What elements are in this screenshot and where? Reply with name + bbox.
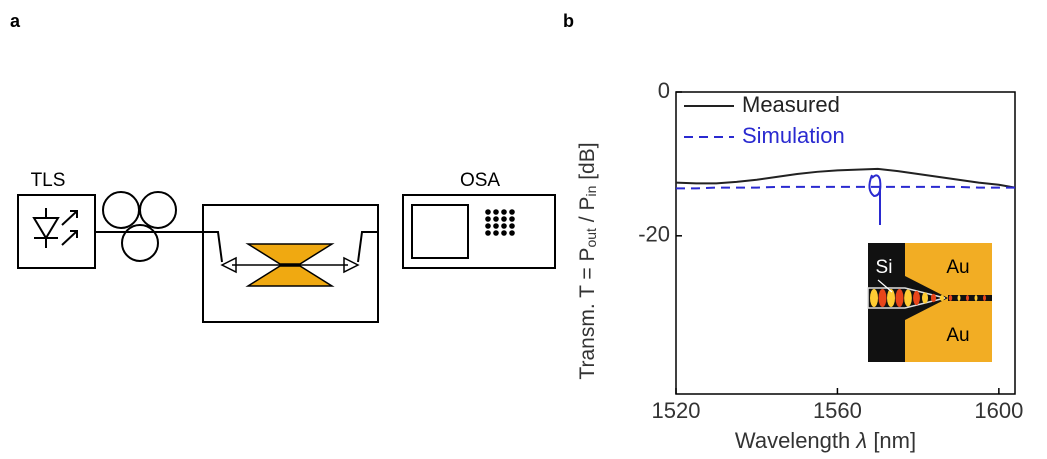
dot (493, 209, 499, 215)
field-spot (957, 295, 961, 301)
marker-scribble (868, 174, 882, 225)
osa-screen (411, 204, 469, 259)
osa-label: OSA (460, 170, 500, 191)
osa-box (402, 194, 556, 269)
tls-box (17, 194, 96, 269)
inset-wire (948, 295, 992, 301)
dot (485, 209, 491, 215)
field-spot (878, 289, 887, 307)
y-label-part: Transm. T = P (576, 248, 599, 380)
fiber (95, 191, 378, 263)
field-spot (948, 295, 953, 301)
dot (509, 216, 515, 222)
dot (501, 216, 507, 222)
x-tick-label: 1520 (652, 398, 701, 423)
dot (509, 223, 515, 229)
y-tick-label: -20 (638, 222, 670, 247)
x-label-part: Wavelength (735, 428, 856, 453)
field-spot (904, 289, 912, 307)
tls-label: TLS (31, 170, 66, 191)
field-spot (930, 293, 937, 303)
inset: Si Au Au (867, 243, 992, 362)
field-spot (966, 295, 969, 301)
chip (220, 243, 360, 287)
field-spot (939, 295, 945, 301)
field-spot (870, 289, 878, 307)
dot (485, 223, 491, 229)
y-label-part: [dB] (576, 142, 599, 185)
si-pointer (877, 279, 893, 293)
chart: 0 -20 1520 1560 1600 Wavelength λ [nm] Transm.… (576, 78, 1024, 453)
panel-label: b (563, 11, 574, 31)
dot (501, 209, 507, 215)
x-label-part: λ (855, 428, 867, 453)
laser-icon (32, 208, 78, 248)
x-tick-label: 1600 (974, 398, 1023, 423)
dot (493, 216, 499, 222)
series-line (675, 167, 1016, 189)
field-spot (913, 290, 920, 306)
field-spot (887, 289, 895, 307)
dot (509, 230, 515, 236)
dot (485, 216, 491, 222)
x-axis-label: Wavelength λ [nm] (735, 428, 916, 453)
panel-label: a (10, 11, 21, 31)
legend-label: Simulation (742, 123, 845, 148)
dot (485, 230, 491, 236)
dot (501, 223, 507, 229)
series-line (676, 185, 1015, 190)
inset-label: Au (946, 325, 969, 346)
field-spot (895, 289, 904, 307)
dot (509, 209, 515, 215)
y-tick-label: 0 (658, 78, 670, 103)
dot (493, 230, 499, 236)
legend-label: Measured (742, 92, 840, 117)
inset-label: Au (946, 257, 969, 278)
field-spot (983, 295, 986, 301)
x-tick-label: 1560 (813, 398, 862, 423)
chip-box (202, 204, 379, 323)
dot (501, 230, 507, 236)
field-spot (922, 292, 928, 304)
y-label-part: out (583, 228, 599, 248)
plot-frame (675, 91, 1016, 395)
y-axis-label: Transm. T = Pout / Pin [dB] (576, 142, 599, 379)
osa-buttons (485, 209, 515, 236)
x-label-part: [nm] (867, 428, 916, 453)
y-label-part: in (583, 186, 599, 197)
field-spot (974, 295, 978, 301)
inset-label: Si (876, 257, 893, 278)
dot (493, 223, 499, 229)
y-label-part: / P (576, 197, 599, 229)
